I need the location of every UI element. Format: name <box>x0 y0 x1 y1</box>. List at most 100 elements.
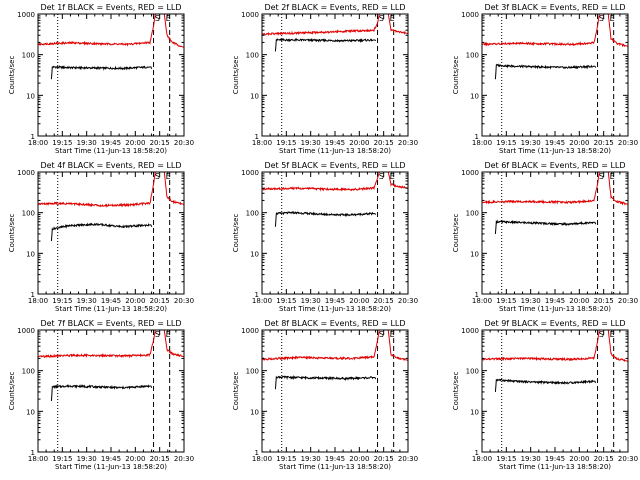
x-tick-label: 20:00 <box>569 297 589 305</box>
y-tick-label: 1 <box>31 133 35 141</box>
y-tick-label: 10 <box>250 92 259 100</box>
series-events-line <box>50 64 153 80</box>
x-tick-label: 20:15 <box>150 455 170 463</box>
panel-title: Det 1f BLACK = Events, RED = LLD <box>40 3 181 12</box>
saa-end-marker: E <box>390 330 395 339</box>
x-axis-label: Start Time (11-Jun-13 18:58:20) <box>279 305 391 313</box>
panel-det-7: Det 7f BLACK = Events, RED = LLD S E 1 10 100… <box>8 319 194 471</box>
x-tick-label: 18:00 <box>28 139 48 147</box>
panel-title: Det 9f BLACK = Events, RED = LLD <box>484 319 625 328</box>
x-tick-label: 20:00 <box>569 455 589 463</box>
x-tick-label: 20:15 <box>594 139 614 147</box>
plot-area <box>262 14 408 136</box>
x-tick-label: 19:30 <box>301 297 321 305</box>
y-axis-label: Counts/sec <box>8 214 16 253</box>
saa-end-marker: E <box>166 172 171 181</box>
x-tick-label: 20:30 <box>398 139 418 147</box>
series-lld-line <box>482 330 600 362</box>
y-tick-label: 1 <box>475 449 479 457</box>
x-tick-label: 19:45 <box>545 297 565 305</box>
y-axis-label: Counts/sec <box>8 372 16 411</box>
x-tick-label: 18:00 <box>252 297 272 305</box>
x-tick-label: 19:30 <box>77 455 97 463</box>
series-lld-line <box>38 172 156 208</box>
x-tick-label: 19:15 <box>52 455 72 463</box>
x-tick-label: 20:15 <box>150 297 170 305</box>
saa-start-marker: S <box>599 14 604 23</box>
y-tick-label: 100 <box>466 368 479 376</box>
series-lld-line <box>38 330 156 359</box>
y-axis-label: Counts/sec <box>452 56 460 95</box>
y-tick-label: 1 <box>255 133 259 141</box>
plot-area <box>262 172 408 294</box>
x-axis-label: Start Time (11-Jun-13 18:58:20) <box>499 463 611 471</box>
x-tick-label: 20:00 <box>349 139 369 147</box>
x-tick-label: 19:30 <box>77 139 97 147</box>
series-lld-line <box>387 172 408 189</box>
axes-frame <box>261 329 409 453</box>
saa-end-marker: E <box>166 330 171 339</box>
y-tick-label: 1000 <box>17 11 35 19</box>
panel-title: Det 5f BLACK = Events, RED = LLD <box>264 161 405 170</box>
x-tick-label: 20:30 <box>398 297 418 305</box>
series-lld-line <box>163 172 184 205</box>
axes-frame <box>261 171 409 295</box>
x-tick-label: 18:00 <box>472 297 492 305</box>
x-tick-label: 20:30 <box>174 139 194 147</box>
plot-area <box>262 330 408 452</box>
x-tick-label: 19:15 <box>496 455 516 463</box>
saa-end-marker: E <box>166 14 171 23</box>
series-lld-line <box>607 14 628 48</box>
x-axis-label: Start Time (11-Jun-13 18:58:20) <box>55 147 167 155</box>
x-tick-label: 20:30 <box>618 297 638 305</box>
y-tick-label: 1000 <box>241 169 259 177</box>
axes-frame <box>481 13 629 137</box>
saa-start-marker: S <box>379 14 384 23</box>
x-axis-label: Start Time (11-Jun-13 18:58:20) <box>279 147 391 155</box>
y-tick-label: 100 <box>22 368 35 376</box>
series-events-line <box>50 383 153 402</box>
panel-title: Det 4f BLACK = Events, RED = LLD <box>40 161 181 170</box>
y-tick-label: 10 <box>250 408 259 416</box>
x-tick-label: 20:00 <box>569 139 589 147</box>
plot-area <box>482 14 628 136</box>
x-tick-label: 19:15 <box>276 297 296 305</box>
x-tick-label: 20:30 <box>398 455 418 463</box>
x-tick-label: 19:15 <box>496 297 516 305</box>
saa-end-marker: E <box>610 330 615 339</box>
y-axis-label: Counts/sec <box>8 56 16 95</box>
saa-start-marker: S <box>379 172 384 181</box>
x-tick-label: 20:30 <box>618 455 638 463</box>
x-tick-label: 20:30 <box>174 455 194 463</box>
series-events-line <box>274 210 377 227</box>
y-tick-label: 1 <box>475 133 479 141</box>
series-lld-line <box>482 14 600 47</box>
y-tick-label: 1 <box>31 449 35 457</box>
series-events-line <box>50 222 153 242</box>
series-events-line <box>494 63 597 80</box>
series-lld-line <box>262 330 380 361</box>
y-tick-label: 100 <box>246 210 259 218</box>
x-tick-label: 19:15 <box>52 139 72 147</box>
y-tick-label: 1000 <box>461 327 479 335</box>
x-tick-label: 19:45 <box>545 139 565 147</box>
saa-end-marker: E <box>390 172 395 181</box>
series-lld-line <box>163 330 184 358</box>
x-tick-label: 18:00 <box>28 297 48 305</box>
panel-det-6: Det 6f BLACK = Events, RED = LLD S E 1 10 100… <box>452 161 638 313</box>
panel-det-8: Det 8f BLACK = Events, RED = LLD S E 1 10 100… <box>232 319 418 471</box>
y-tick-label: 10 <box>470 92 479 100</box>
x-tick-label: 20:00 <box>125 139 145 147</box>
x-tick-label: 20:00 <box>125 297 145 305</box>
y-tick-label: 10 <box>26 250 35 258</box>
y-tick-label: 10 <box>470 250 479 258</box>
x-tick-label: 19:30 <box>521 139 541 147</box>
y-tick-label: 100 <box>22 52 35 60</box>
series-events-line <box>274 37 377 52</box>
x-tick-label: 19:15 <box>496 139 516 147</box>
y-tick-label: 1000 <box>241 11 259 19</box>
saa-start-marker: S <box>155 14 160 23</box>
plot-area <box>38 330 184 452</box>
x-tick-label: 18:00 <box>472 455 492 463</box>
x-tick-label: 20:15 <box>374 139 394 147</box>
